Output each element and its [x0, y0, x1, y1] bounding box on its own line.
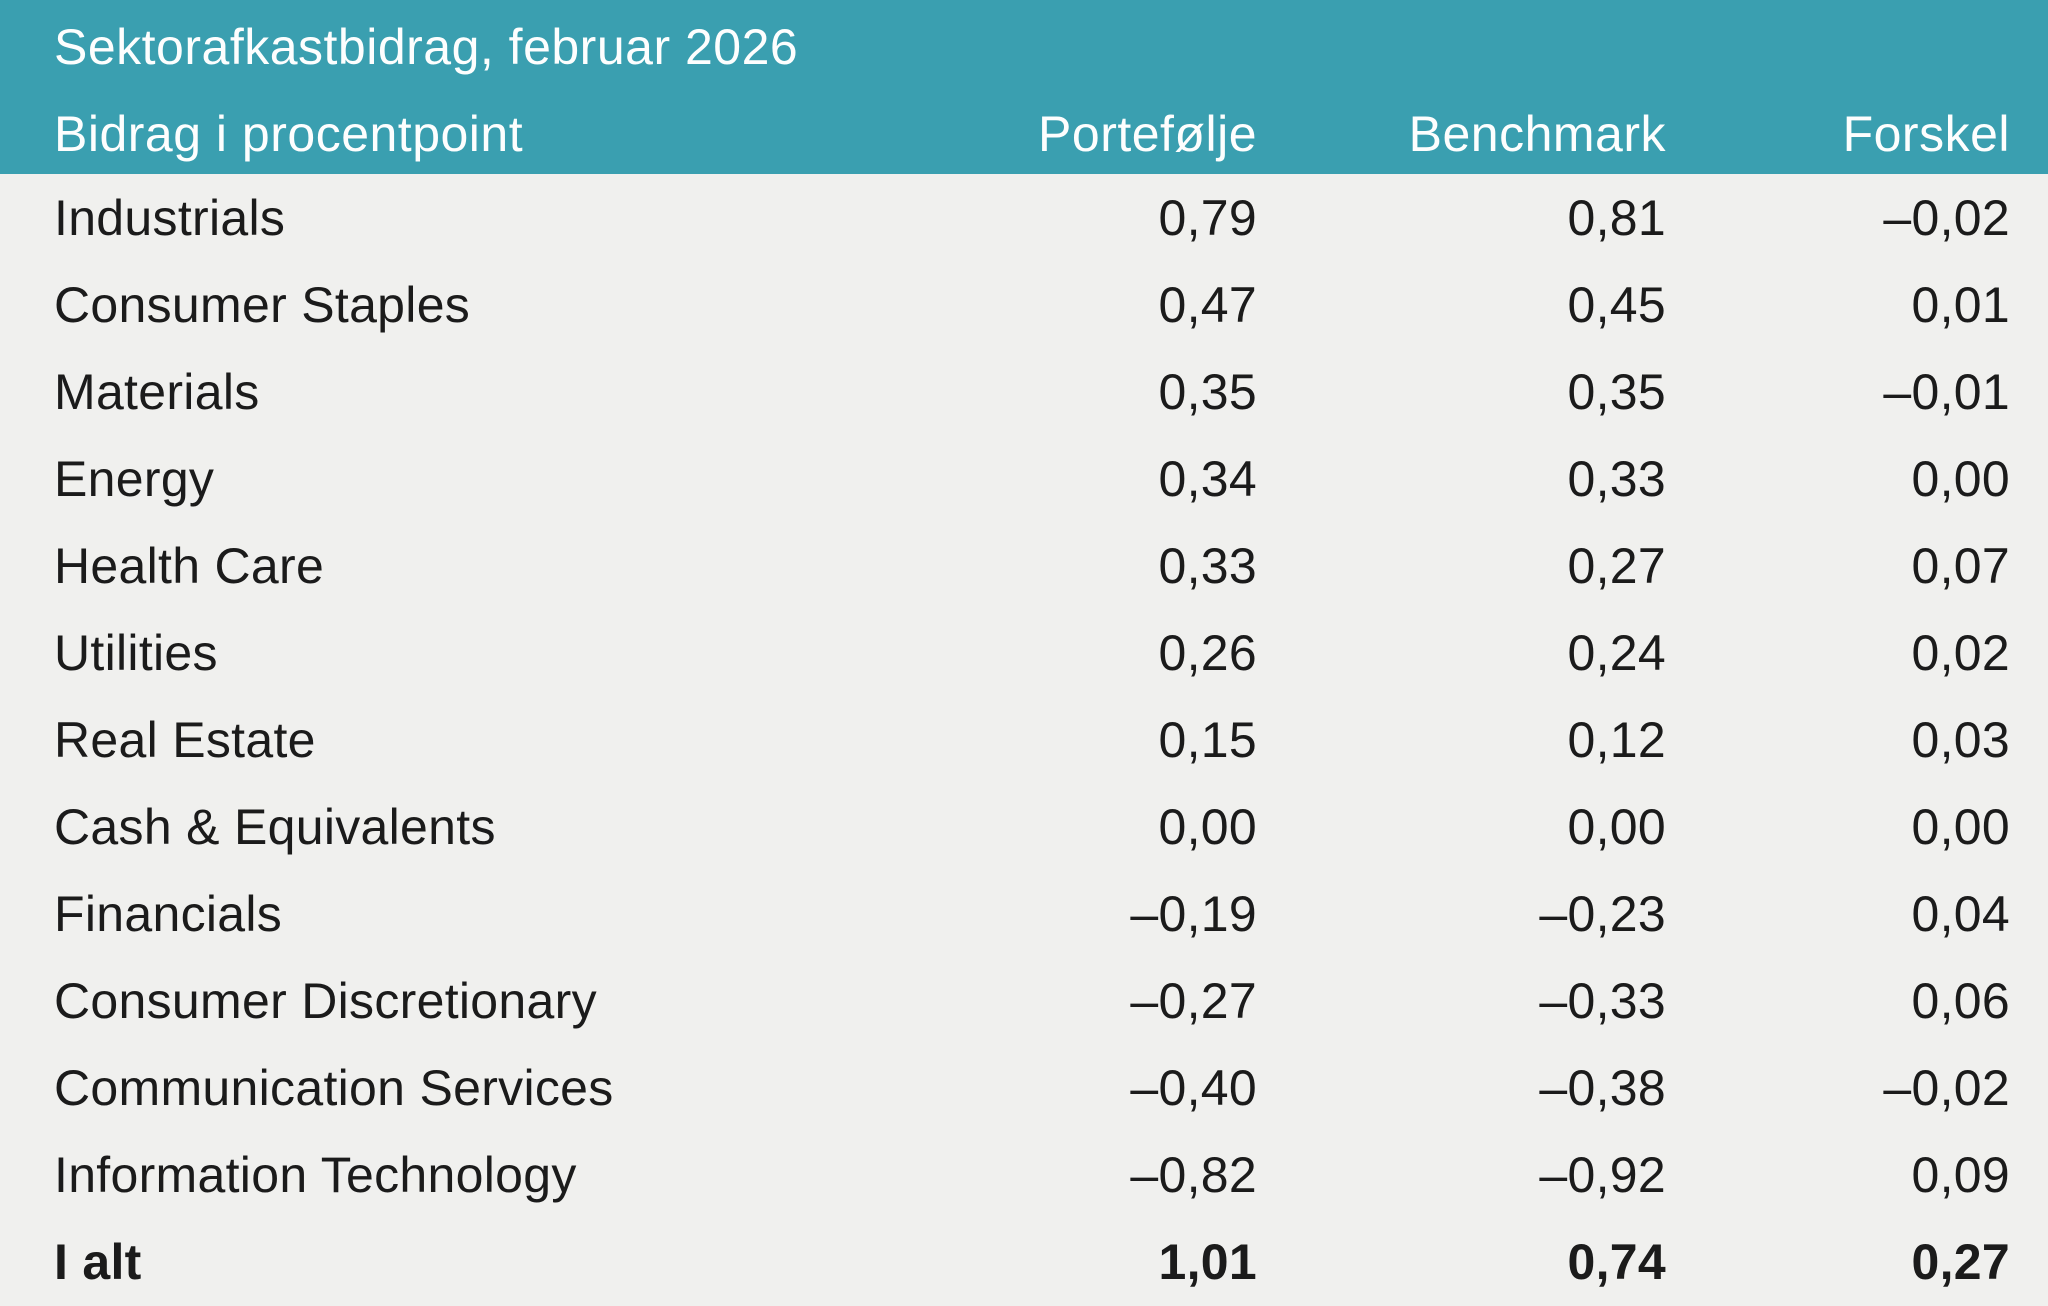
table-total-row: I alt 1,01 0,74 0,27: [0, 1219, 2048, 1306]
table-row: Consumer Discretionary –0,27 –0,33 0,06: [0, 958, 2048, 1045]
row-label: Real Estate: [54, 711, 316, 768]
row-portfolio-value: –0,19: [1130, 886, 1257, 943]
table-row: Real Estate 0,15 0,12 0,03: [0, 696, 2048, 783]
row-label: Communication Services: [54, 1060, 614, 1117]
row-label: Energy: [54, 450, 215, 507]
row-benchmark-value: –0,23: [1539, 886, 1666, 943]
row-difference-value: 0,09: [1911, 1147, 2010, 1204]
row-difference-value: –0,02: [1883, 1060, 2010, 1117]
row-benchmark-value: 0,35: [1567, 363, 1666, 420]
row-difference-value: 0,07: [1911, 537, 2010, 594]
table-row: Cash & Equivalents 0,00 0,00 0,00: [0, 784, 2048, 871]
row-portfolio-value: 0,79: [1158, 189, 1257, 246]
row-difference-value: 0,02: [1911, 624, 2010, 681]
row-difference-value: 0,00: [1911, 450, 2010, 507]
row-label: Information Technology: [54, 1147, 577, 1204]
row-benchmark-value: 0,12: [1567, 711, 1666, 768]
row-benchmark-value: 0,27: [1567, 537, 1666, 594]
row-benchmark-value: 0,33: [1567, 450, 1666, 507]
table-row: Materials 0,35 0,35 –0,01: [0, 348, 2048, 435]
row-label: Utilities: [54, 624, 218, 681]
column-header-portfolio: Portefølje: [1038, 106, 1257, 162]
column-header-benchmark: Benchmark: [1408, 106, 1666, 162]
row-difference-value: –0,02: [1883, 189, 2010, 246]
total-row-label: I alt: [54, 1234, 142, 1291]
row-label: Financials: [54, 886, 283, 943]
table-row: Information Technology –0,82 –0,92 0,09: [0, 1132, 2048, 1219]
row-portfolio-value: 0,00: [1158, 799, 1257, 856]
row-portfolio-value: 0,15: [1158, 711, 1257, 768]
row-portfolio-value: 0,33: [1158, 537, 1257, 594]
row-difference-value: 0,03: [1911, 711, 2010, 768]
row-portfolio-value: 0,35: [1158, 363, 1257, 420]
table-row: Communication Services –0,40 –0,38 –0,02: [0, 1045, 2048, 1132]
row-benchmark-value: –0,33: [1539, 973, 1666, 1030]
total-row-portfolio-value: 1,01: [1158, 1234, 1257, 1291]
row-difference-value: 0,06: [1911, 973, 2010, 1030]
column-header-contribution: Bidrag i procentpoint: [54, 106, 524, 162]
row-difference-value: –0,01: [1883, 363, 2010, 420]
row-difference-value: 0,01: [1911, 276, 2010, 333]
row-label: Health Care: [54, 537, 325, 594]
row-label: Consumer Staples: [54, 276, 471, 333]
row-benchmark-value: –0,38: [1539, 1060, 1666, 1117]
title-row: Sektorafkastbidrag, februar 2026: [0, 0, 2048, 94]
row-label: Materials: [54, 363, 260, 420]
row-portfolio-value: –0,40: [1130, 1060, 1257, 1117]
row-benchmark-value: –0,92: [1539, 1147, 1666, 1204]
table-body: Industrials 0,79 0,81 –0,02 Consumer Sta…: [0, 174, 2048, 1306]
table-header-band: Sektorafkastbidrag, februar 2026 Bidrag …: [0, 0, 2048, 174]
row-benchmark-value: 0,00: [1567, 799, 1666, 856]
row-benchmark-value: 0,45: [1567, 276, 1666, 333]
row-label: Consumer Discretionary: [54, 973, 597, 1030]
row-portfolio-value: –0,82: [1130, 1147, 1257, 1204]
row-benchmark-value: 0,81: [1567, 189, 1666, 246]
column-header-difference: Forskel: [1842, 106, 2010, 162]
table-row: Consumer Staples 0,47 0,45 0,01: [0, 261, 2048, 348]
column-header-row: Bidrag i procentpoint Portefølje Benchma…: [0, 94, 2048, 174]
row-label: Industrials: [54, 189, 286, 246]
row-portfolio-value: –0,27: [1130, 973, 1257, 1030]
row-difference-value: 0,00: [1911, 799, 2010, 856]
row-portfolio-value: 0,34: [1158, 450, 1257, 507]
row-label: Cash & Equivalents: [54, 799, 496, 856]
table-row: Financials –0,19 –0,23 0,04: [0, 871, 2048, 958]
row-difference-value: 0,04: [1911, 886, 2010, 943]
table-row: Utilities 0,26 0,24 0,02: [0, 609, 2048, 696]
row-portfolio-value: 0,26: [1158, 624, 1257, 681]
table-row: Industrials 0,79 0,81 –0,02: [0, 174, 2048, 261]
total-row-difference-value: 0,27: [1911, 1234, 2010, 1291]
row-benchmark-value: 0,24: [1567, 624, 1666, 681]
table-row: Energy 0,34 0,33 0,00: [0, 435, 2048, 522]
table-row: Health Care 0,33 0,27 0,07: [0, 522, 2048, 609]
row-portfolio-value: 0,47: [1158, 276, 1257, 333]
total-row-benchmark-value: 0,74: [1567, 1234, 1666, 1291]
table-title: Sektorafkastbidrag, februar 2026: [54, 19, 799, 75]
